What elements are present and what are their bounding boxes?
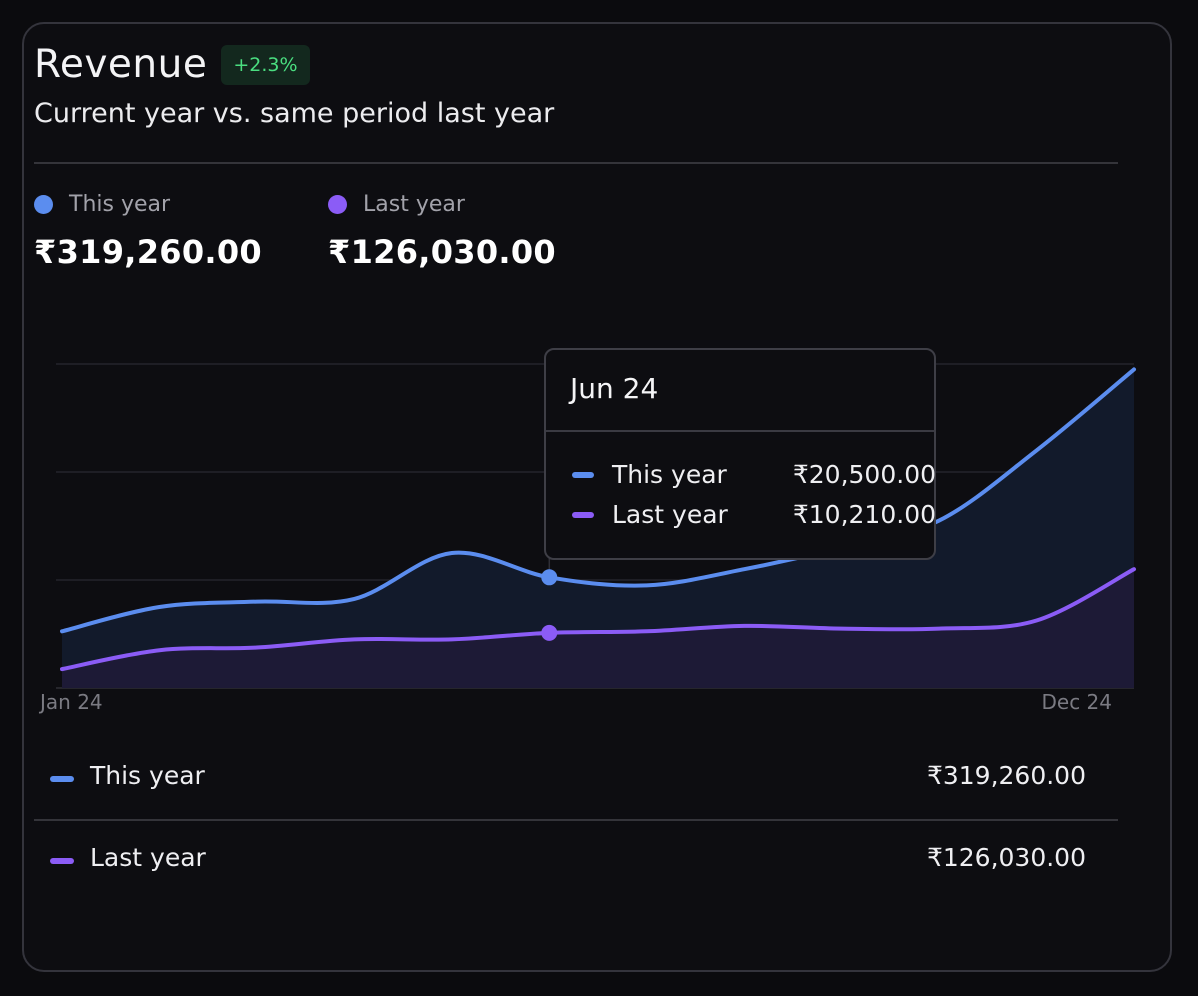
- legend-value: ₹319,260.00: [926, 761, 1086, 790]
- tooltip-row-value: ₹10,210.00: [792, 500, 936, 529]
- change-badge: +2.3%: [221, 44, 310, 85]
- tooltip-row-this-year: This year ₹20,500.00: [572, 460, 936, 489]
- tooltip-title: Jun 24: [570, 372, 659, 405]
- summary-value: ₹319,260.00: [34, 233, 263, 271]
- summary-this-year: This year ₹319,260.00: [34, 192, 262, 271]
- tooltip-row-label: This year: [612, 460, 727, 489]
- tooltip-row-last-year: Last year ₹10,210.00: [572, 500, 936, 529]
- card-title: Revenue: [34, 42, 208, 87]
- last-year-swatch-icon: [50, 858, 74, 864]
- this-year-swatch-icon: [572, 471, 594, 478]
- last-year-swatch-icon: [572, 511, 594, 518]
- chart-markers: [541, 569, 558, 641]
- area-last-year: [62, 569, 1134, 688]
- header-divider: [34, 162, 1118, 164]
- chart-lines: [60, 367, 1136, 672]
- line-this-year: [60, 367, 1136, 634]
- tooltip-row-label: Last year: [612, 500, 728, 529]
- summary-value: ₹126,030.00: [328, 233, 557, 271]
- x-tick-label-end: Dec 24: [1041, 690, 1112, 714]
- point-last-year: [541, 624, 558, 641]
- card-header: Revenue +2.3%: [34, 42, 310, 87]
- tooltip-divider: [546, 430, 934, 432]
- legend-value: ₹126,030.00: [926, 843, 1086, 872]
- summary-last-year: Last year ₹126,030.00: [328, 192, 556, 271]
- card-subtitle: Current year vs. same period last year: [34, 98, 555, 129]
- legend-label: Last year: [90, 843, 206, 872]
- x-tick-label-start: Jan 24: [40, 690, 103, 714]
- legend-row-last-year[interactable]: Last year ₹126,030.00: [34, 822, 1118, 902]
- tooltip-row-value: ₹20,500.00: [792, 460, 936, 489]
- chart-tooltip: Jun 24 This year ₹20,500.00 Last year ₹1…: [544, 348, 936, 560]
- line-last-year: [60, 567, 1136, 672]
- area-this-year: [62, 369, 1134, 688]
- point-this-year: [541, 569, 558, 586]
- legend-divider: [34, 819, 1118, 821]
- summary-label: Last year: [363, 192, 465, 217]
- this-year-swatch-icon: [50, 776, 74, 782]
- last-year-dot-icon: [328, 195, 347, 214]
- legend-row-this-year[interactable]: This year ₹319,260.00: [34, 740, 1118, 820]
- summary-label: This year: [69, 192, 171, 217]
- this-year-dot-icon: [34, 195, 53, 214]
- legend-label: This year: [90, 761, 205, 790]
- chart-areas: [62, 369, 1134, 688]
